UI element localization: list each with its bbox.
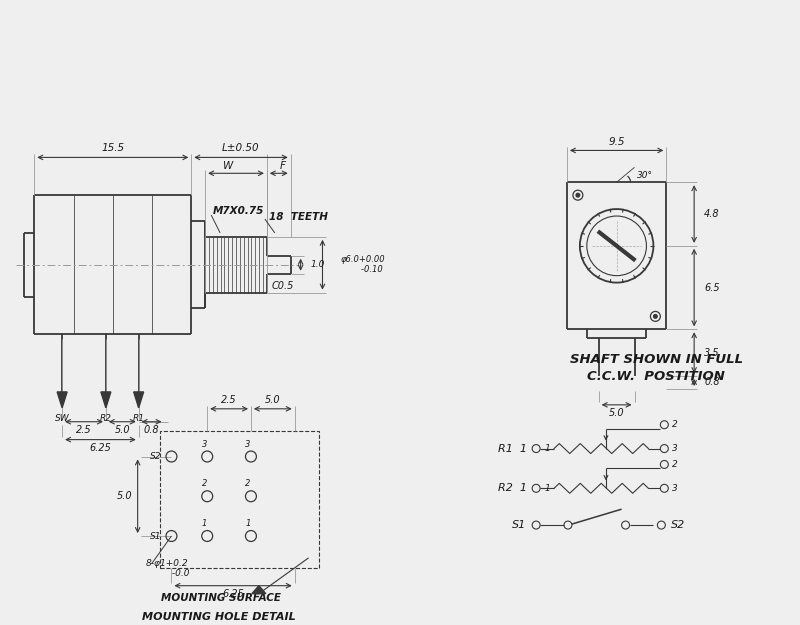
Text: C.C.W.  POSTITION: C.C.W. POSTITION: [587, 369, 726, 382]
Text: 9.5: 9.5: [608, 136, 625, 146]
Text: S2: S2: [150, 452, 162, 461]
Text: φ6.0+0.00: φ6.0+0.00: [340, 255, 385, 264]
Text: 3.5: 3.5: [704, 348, 720, 358]
Polygon shape: [134, 392, 144, 408]
Text: 1: 1: [246, 519, 250, 528]
Text: R1  1: R1 1: [498, 444, 527, 454]
Text: 0.8: 0.8: [704, 378, 720, 388]
Text: 3: 3: [202, 439, 207, 449]
Text: MOUNTING SURFACE: MOUNTING SURFACE: [161, 592, 281, 602]
Text: 3: 3: [672, 484, 678, 492]
Text: S1: S1: [150, 531, 162, 541]
Text: S1: S1: [512, 520, 526, 530]
Text: SHAFT SHOWN IN FULL: SHAFT SHOWN IN FULL: [570, 352, 743, 366]
Bar: [159, 431, 318, 568]
Text: 3: 3: [672, 444, 678, 453]
Polygon shape: [252, 586, 266, 594]
Text: M7X0.75: M7X0.75: [213, 206, 265, 216]
Text: R2  1: R2 1: [498, 483, 527, 493]
Text: S2: S2: [671, 520, 686, 530]
Text: 8-φ1+0.2: 8-φ1+0.2: [146, 559, 188, 568]
Text: 30°: 30°: [637, 171, 653, 180]
Text: R2: R2: [100, 414, 112, 422]
Text: R1: R1: [133, 414, 145, 422]
Text: 2.5: 2.5: [222, 395, 237, 405]
Text: 2: 2: [672, 460, 678, 469]
Text: 1: 1: [544, 484, 550, 492]
Text: 1: 1: [544, 444, 550, 453]
Text: 5.0: 5.0: [609, 408, 625, 418]
Polygon shape: [57, 392, 67, 408]
Text: 2: 2: [672, 420, 678, 429]
Text: 6.25: 6.25: [222, 589, 244, 599]
Text: -0.0: -0.0: [146, 569, 189, 578]
Text: 1: 1: [202, 519, 207, 528]
Text: 5.0: 5.0: [114, 424, 130, 434]
Text: 15.5: 15.5: [102, 144, 124, 154]
Circle shape: [654, 314, 657, 318]
Text: 6.5: 6.5: [704, 282, 720, 292]
Text: F: F: [280, 161, 286, 171]
Text: C0.5: C0.5: [271, 281, 294, 291]
Text: 0.8: 0.8: [144, 424, 159, 434]
Text: 2: 2: [246, 479, 250, 488]
Polygon shape: [101, 392, 111, 408]
Text: 1.0: 1.0: [310, 260, 325, 269]
Text: MOUNTING HOLE DETAIL: MOUNTING HOLE DETAIL: [142, 612, 296, 622]
Text: 2.5: 2.5: [76, 424, 92, 434]
Text: 6.25: 6.25: [90, 442, 111, 452]
Text: 5.0: 5.0: [265, 395, 281, 405]
Text: 18  TEETH: 18 TEETH: [269, 212, 328, 222]
Text: W: W: [223, 161, 234, 171]
Text: L±0.50: L±0.50: [222, 144, 260, 154]
Text: 3: 3: [246, 439, 250, 449]
Text: 4.8: 4.8: [704, 209, 720, 219]
Text: 2: 2: [202, 479, 207, 488]
Text: 5.0: 5.0: [117, 491, 133, 501]
Text: -0.10: -0.10: [340, 265, 383, 274]
Circle shape: [576, 193, 580, 197]
Text: SW: SW: [55, 414, 70, 422]
